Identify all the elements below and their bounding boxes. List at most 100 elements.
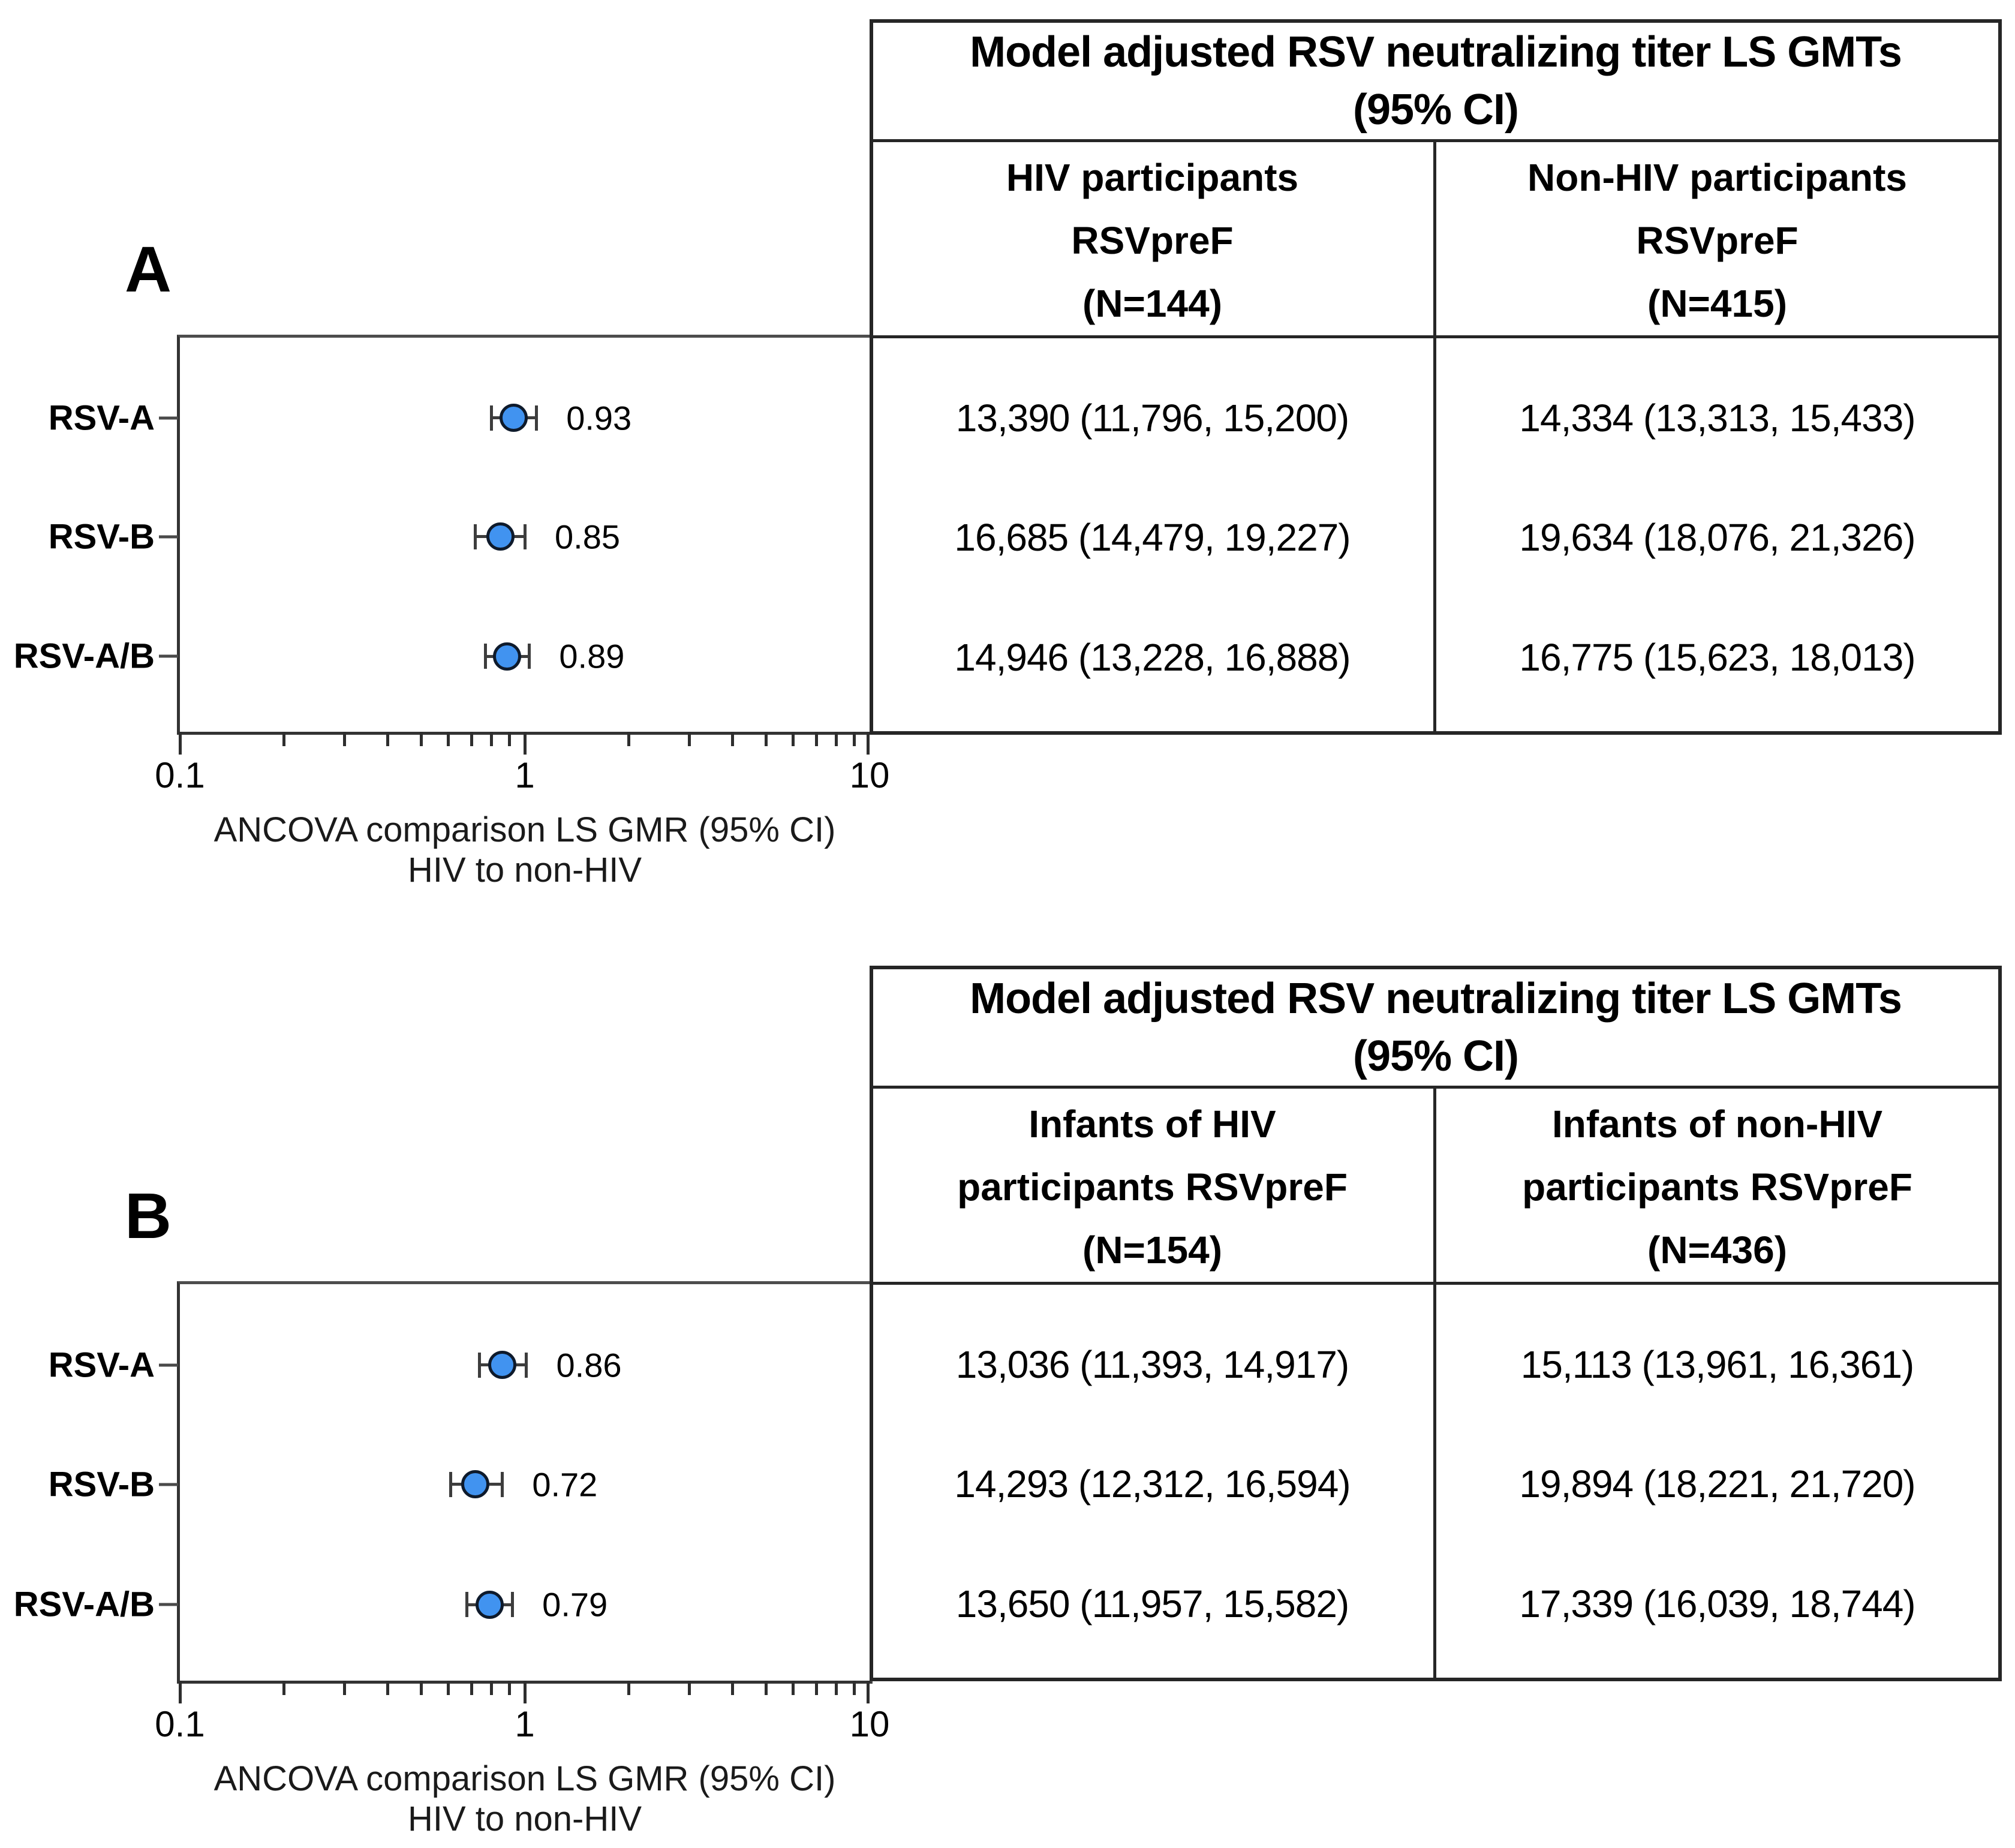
x-tick-label-10: 10 [849,755,890,795]
ci-whisker-cap [534,405,538,431]
column-header-line: RSVpreF [1071,218,1234,262]
x-axis-minor-tick [731,1681,735,1695]
x-axis-minor-tick [814,732,818,746]
ci-whisker-cap [523,524,527,549]
gmr-point-marker [475,1590,504,1619]
x-axis-minor-tick [490,1681,494,1695]
x-axis-minor-tick [447,1681,450,1695]
gmr-point-marker [488,1351,516,1379]
column-header-line: (N=436) [1647,1228,1787,1272]
x-tick-label-10: 10 [849,1704,890,1744]
category-axis-tick [159,1363,178,1366]
table-title-line2: (95% CI) [1352,1032,1519,1080]
panel-a-gmt-table: Model adjusted RSV neutralizing titer LS… [870,19,2002,735]
gmt-cell: 17,339 (16,039, 18,744) [1519,1582,1915,1625]
panel-b-forest-plot: RSV-A RSV-B RSV-A/B 0.1 1 10 ANCOVA comp… [14,1281,889,1838]
x-axis-minor-tick [419,732,423,746]
ci-whisker-cap [500,1471,504,1497]
column-header-line: Infants of HIV [1028,1102,1276,1146]
panel-b-label: B [125,1179,172,1252]
x-axis-minor-tick [852,1681,856,1695]
gmr-value-label: 0.86 [556,1346,622,1384]
gmr-point-marker [461,1470,490,1499]
x-axis-minor-tick [792,732,795,746]
x-axis-minor-tick [470,732,473,746]
x-tick-label-1: 1 [515,755,535,795]
x-axis-major-tick [524,1681,527,1703]
column-header-hiv: HIV participants RSVpreF (N=144) [873,146,1431,335]
table-title-line1: Model adjusted RSV neutralizing titer LS… [970,28,1902,76]
x-axis-minor-tick [490,732,494,746]
gmr-value-label: 0.79 [542,1585,608,1624]
gmt-cell: 14,946 (13,228, 16,888) [954,636,1351,679]
x-tick-label-0.1: 0.1 [155,1704,205,1744]
x-axis-minor-tick [507,732,511,746]
gmt-cell: 19,894 (18,221, 21,720) [1519,1462,1915,1506]
gmt-cell: 15,113 (13,961, 16,361) [1520,1343,1914,1386]
gmr-point-marker [493,642,522,671]
x-axis-caption-line2: HIV to non-HIV [407,1799,642,1838]
x-axis-minor-tick [792,1681,795,1695]
x-axis-minor-tick [282,732,286,746]
column-header-line: HIV participants [1006,155,1299,199]
column-header-line: participants RSVpreF [1522,1165,1912,1209]
category-label-rsv-b: RSV-B [48,517,155,557]
table-title-line2: (95% CI) [1352,86,1519,134]
gmr-point-marker [486,522,515,551]
column-header-line: participants RSVpreF [957,1165,1348,1209]
x-axis-minor-tick [688,1681,691,1695]
x-axis-minor-tick [282,1681,286,1695]
x-axis-major-tick [867,1681,870,1703]
x-axis-minor-tick [627,732,631,746]
ci-whisker-cap [489,405,493,431]
category-label-rsv-ab: RSV-A/B [13,636,155,676]
ci-whisker-cap [474,524,477,549]
x-axis-caption-line2: HIV to non-HIV [407,851,642,890]
panel-a-label: A [125,233,172,305]
x-axis-minor-tick [835,732,838,746]
x-axis-minor-tick [447,732,450,746]
x-axis-caption-line1: ANCOVA comparison LS GMR (95% CI) [213,1759,836,1798]
gmr-value-label: 0.89 [559,637,625,675]
x-axis-caption-line1: ANCOVA comparison LS GMR (95% CI) [213,810,836,849]
category-label-rsv-a: RSV-A [48,1345,155,1384]
gmt-cell: 14,293 (12,312, 16,594) [954,1462,1351,1506]
ci-whisker-cap [524,1352,528,1378]
category-axis-tick [159,1483,178,1486]
x-axis-minor-tick [852,732,856,746]
x-axis-minor-tick [343,1681,347,1695]
ci-whisker-cap [465,1592,469,1618]
table-title: Model adjusted RSV neutralizing titer LS… [873,969,1998,1086]
category-axis-tick [159,654,178,658]
ci-whisker-cap [484,644,488,669]
ci-whisker-cap [478,1352,482,1378]
x-axis-minor-tick [688,732,691,746]
gmt-cell: 13,390 (11,796, 15,200) [955,396,1349,440]
column-header-infants-hiv: Infants of HIV participants RSVpreF (N=1… [873,1092,1431,1282]
gmt-cell: 19,634 (18,076, 21,326) [1519,516,1915,559]
column-header-line: Infants of non-HIV [1551,1102,1883,1146]
x-axis-minor-tick [343,732,347,746]
ci-whisker-cap [510,1592,514,1618]
category-label-rsv-b: RSV-B [48,1465,155,1504]
gmt-cell: 13,650 (11,957, 15,582) [955,1582,1349,1625]
category-axis-tick [159,416,178,420]
x-axis-major-tick [867,732,870,755]
gmr-point-marker [500,404,528,432]
table-divider-vertical [1433,1086,1436,1678]
x-axis-minor-tick [835,1681,838,1695]
x-axis-minor-tick [731,732,735,746]
gmt-cell: 16,775 (15,623, 18,013) [1519,636,1915,679]
category-label-rsv-a: RSV-A [48,398,155,438]
x-axis-minor-tick [764,732,768,746]
column-header-line: (N=415) [1647,281,1787,325]
column-header-line: Non-HIV participants [1527,155,1907,199]
gmt-cell: 16,685 (14,479, 19,227) [954,516,1351,559]
gmt-cell: 13,036 (11,393, 14,917) [955,1343,1349,1386]
x-axis-major-tick [179,732,182,755]
x-axis-minor-tick [386,1681,390,1695]
x-axis-minor-tick [507,1681,511,1695]
table-title-line1: Model adjusted RSV neutralizing titer LS… [970,975,1902,1023]
gmr-value-label: 0.93 [566,399,632,437]
